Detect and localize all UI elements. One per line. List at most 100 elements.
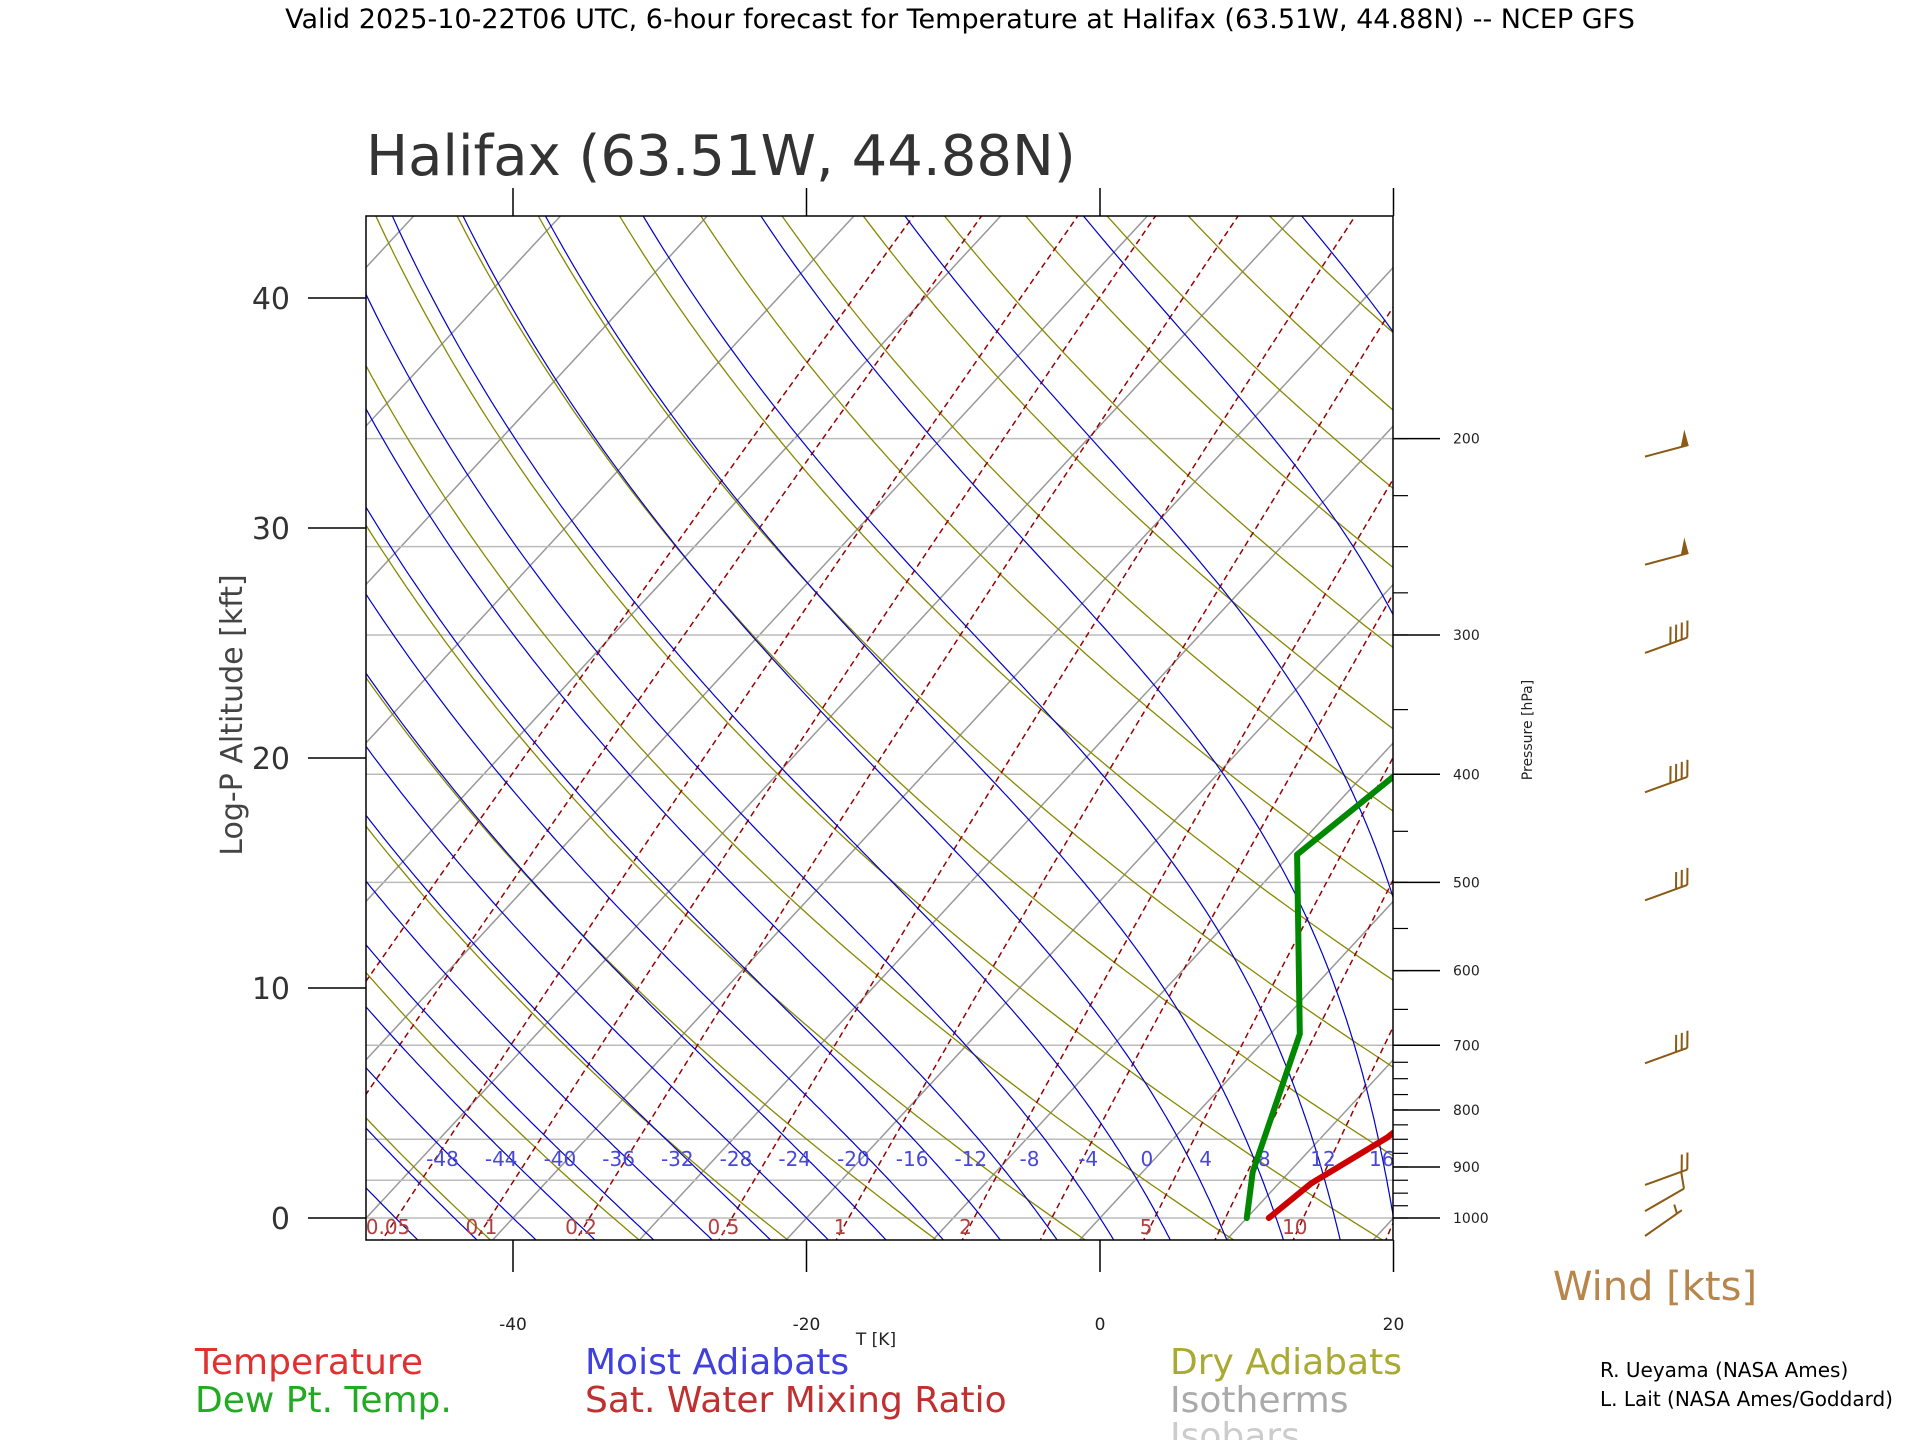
mixing-ratio-label: 2 xyxy=(959,1215,972,1239)
pressure-tick-label: 400 xyxy=(1453,767,1480,783)
wind-barb xyxy=(1645,620,1687,652)
mixing-ratio-label: 0.1 xyxy=(465,1215,497,1239)
dry-adiabat-line xyxy=(1088,195,1920,1253)
legend-dry-adiabats: Dry Adiabats xyxy=(1170,1342,1402,1383)
mixing-ratio-label: 0.5 xyxy=(707,1215,739,1239)
moist-adiabat-line xyxy=(1684,191,1758,1252)
moist-adiabat-label: -44 xyxy=(485,1147,518,1171)
moist-adiabat-label: -48 xyxy=(426,1147,459,1171)
moist-adiabat-line xyxy=(629,191,1344,1252)
dry-adiabat-line xyxy=(286,195,1253,1253)
moist-adiabat-label: -40 xyxy=(544,1147,577,1171)
moist-adiabat-line xyxy=(1063,191,1512,1252)
mixing-ratio-label: 10 xyxy=(1282,1215,1307,1239)
isotherm-line xyxy=(628,195,1608,1253)
pressure-tick-label: 200 xyxy=(1453,432,1480,448)
moist-adiabat-label: -28 xyxy=(720,1147,753,1171)
mixing-ratio-label: 5 xyxy=(1140,1215,1153,1239)
moist-adiabat-line xyxy=(1525,191,1652,1252)
mixing-ratio-line xyxy=(1034,195,1628,1253)
wind-barb xyxy=(1645,430,1688,457)
mixing-ratio-line xyxy=(1288,195,1828,1253)
mixing-ratio-line xyxy=(712,195,1370,1253)
figure-header: Valid 2025-10-22T06 UTC, 6-hour forecast… xyxy=(285,4,1635,35)
x-tick-label: 20 xyxy=(1383,1315,1405,1335)
credit-line-1: R. Ueyama (NASA Ames) xyxy=(1600,1358,1848,1382)
moist-adiabat-label: 16 xyxy=(1369,1147,1394,1171)
pressure-axis-label: Pressure [hPa] xyxy=(1520,680,1536,780)
mixing-ratio-line xyxy=(1723,195,1920,1253)
moist-adiabat-label: -12 xyxy=(954,1147,987,1171)
moist-adiabat-line xyxy=(218,191,1010,1252)
moist-adiabat-line xyxy=(321,191,1122,1252)
x-tick-label: 0 xyxy=(1095,1315,1106,1335)
dry-adiabat-line xyxy=(607,195,1852,1253)
moist-adiabat-line xyxy=(0,191,549,1252)
pressure-tick-label: 800 xyxy=(1453,1103,1480,1119)
moist-adiabat-line xyxy=(0,191,371,1252)
moist-adiabat-label: -32 xyxy=(661,1147,694,1171)
y-tick-label: 0 xyxy=(271,1202,290,1237)
isotherm-line xyxy=(1655,195,1920,1253)
x-tick-label: -20 xyxy=(793,1315,821,1335)
mixing-ratio-line xyxy=(1138,195,1710,1253)
moist-adiabat-label: -4 xyxy=(1078,1147,1098,1171)
legend-moist-adiabats: Moist Adiabats xyxy=(585,1342,849,1383)
pressure-tick-label: 600 xyxy=(1453,964,1480,980)
credit-line-2: L. Lait (NASA Ames/Goddard) xyxy=(1600,1387,1893,1411)
mixing-ratio-line xyxy=(1547,195,1920,1253)
mixing-ratio-label: 0.05 xyxy=(366,1215,411,1239)
pressure-tick-label: 300 xyxy=(1453,628,1480,644)
y-tick-label: 40 xyxy=(252,282,290,317)
y-tick-label: 20 xyxy=(252,742,290,777)
moist-adiabat-label: -16 xyxy=(896,1147,929,1171)
legend-temperature: Temperature xyxy=(194,1342,423,1383)
dry-adiabat-line xyxy=(1008,195,1920,1253)
legend-dewpoint: Dew Pt. Temp. xyxy=(195,1380,452,1421)
moist-adiabat-label: -8 xyxy=(1020,1147,1040,1171)
moist-adiabat-line xyxy=(532,191,1287,1252)
moist-adiabat-label: 0 xyxy=(1141,1147,1154,1171)
chart-title: Halifax (63.51W, 44.88N) xyxy=(366,124,1076,189)
legend: Temperature Dew Pt. Temp. Moist Adiabats… xyxy=(194,1342,1402,1440)
isotherm-line xyxy=(0,195,580,1253)
wind-barb xyxy=(1645,1205,1682,1236)
isotherm-line xyxy=(41,195,1021,1253)
y-tick-label: 10 xyxy=(252,972,290,1007)
pressure-tick-label: 1000 xyxy=(1453,1211,1489,1227)
y-axis-label: Log-P Altitude [kft] xyxy=(215,574,250,855)
moist-adiabat-label: -20 xyxy=(837,1147,870,1171)
moist-adiabat-line xyxy=(745,191,1400,1252)
wind-barb xyxy=(1645,1153,1687,1185)
pressure-tick-label: 500 xyxy=(1453,875,1480,891)
dry-adiabat-line xyxy=(0,195,504,1253)
moist-adiabat-line xyxy=(21,191,725,1252)
mixing-ratio-label: 1 xyxy=(834,1215,847,1239)
legend-isobars: Isobars xyxy=(1170,1416,1300,1440)
dry-adiabat-line xyxy=(0,195,654,1253)
dry-adiabat-line xyxy=(45,195,804,1253)
x-tick-label: -40 xyxy=(499,1315,527,1335)
moist-adiabat-line xyxy=(381,191,1176,1252)
wind-barb xyxy=(1645,868,1687,900)
dry-adiabat-line xyxy=(1249,195,1920,1253)
wind-barb xyxy=(1645,1031,1687,1063)
moist-adiabat-line xyxy=(451,191,1232,1252)
wind-barb xyxy=(1645,760,1687,792)
isotherm-line xyxy=(1508,195,1920,1253)
moist-adiabat-line xyxy=(0,191,667,1252)
mixing-ratio-line xyxy=(1620,195,1920,1253)
isotherm-line xyxy=(1215,195,1920,1253)
mixing-ratio-line xyxy=(1798,195,1920,1253)
legend-mixing-ratio: Sat. Water Mixing Ratio xyxy=(585,1380,1007,1421)
moist-adiabat-line xyxy=(0,191,312,1252)
isotherm-line xyxy=(1068,195,1920,1253)
mixing-ratio-line xyxy=(1209,195,1766,1253)
isotherm-line xyxy=(0,195,874,1253)
y-tick-label: 30 xyxy=(252,512,290,547)
dry-adiabat-line xyxy=(206,195,1104,1253)
isotherm-line xyxy=(188,195,1168,1253)
wind-barb xyxy=(1645,538,1688,565)
